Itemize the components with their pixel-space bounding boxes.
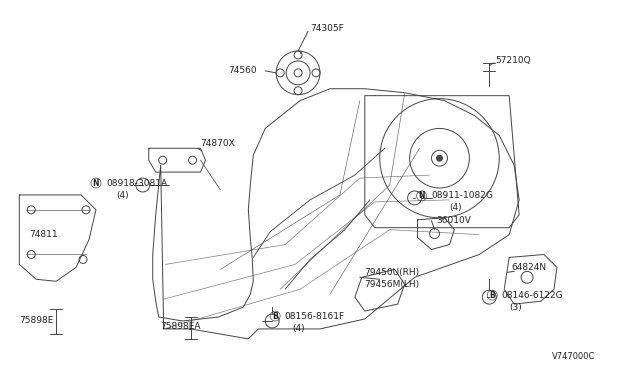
Text: V747000C: V747000C [552,352,595,361]
Text: B: B [273,311,278,321]
Text: (4): (4) [449,203,462,212]
Text: B: B [490,291,495,300]
Text: 57210Q: 57210Q [495,57,531,65]
Circle shape [436,155,442,161]
Text: 64824N: 64824N [511,263,547,272]
Text: 75898EA: 75898EA [161,323,201,331]
Text: 79450U(RH): 79450U(RH) [364,268,419,277]
Text: (4): (4) [116,192,129,201]
Text: 08156-8161F: 08156-8161F [284,311,344,321]
Text: 74811: 74811 [29,230,58,239]
Text: 08146-6122G: 08146-6122G [501,291,563,300]
Text: 74305F: 74305F [310,24,344,33]
Text: 08918-3081A: 08918-3081A [106,179,167,187]
Text: 74870X: 74870X [200,139,236,148]
Text: N: N [93,179,99,187]
Text: 36010V: 36010V [436,216,472,225]
Text: 75898E: 75898E [19,317,54,326]
Text: N: N [419,192,425,201]
Text: (3): (3) [509,302,522,312]
Text: 79456M(LH): 79456M(LH) [364,280,419,289]
Text: 08911-1082G: 08911-1082G [431,192,493,201]
Text: (4): (4) [292,324,305,333]
Text: 74560: 74560 [228,66,257,76]
